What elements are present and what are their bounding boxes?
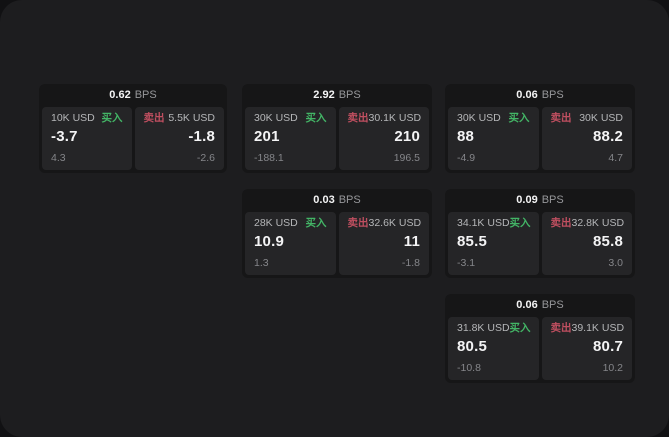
sell-change: -1.8 <box>401 256 420 269</box>
sell-amount: 30.1K USD <box>368 112 422 124</box>
buy-price: -3.7 <box>51 127 78 145</box>
spread-unit-label: BPS <box>338 194 361 206</box>
sell-price: 210 <box>394 127 420 145</box>
sell-tile[interactable]: 卖出 30K USD 88.2 4.7 <box>541 107 632 170</box>
spread-header: 0.09 BPS <box>445 189 635 212</box>
sell-tile[interactable]: 卖出 32.8K USD 85.8 3.0 <box>541 212 632 275</box>
buy-change: -188.1 <box>254 151 284 164</box>
sell-amount: 32.8K USD <box>571 217 625 229</box>
spread-header: 0.62 BPS <box>39 84 227 107</box>
buy-tile[interactable]: 10K USD 买入 -3.7 4.3 <box>42 107 132 170</box>
buy-side-label: 买入 <box>101 112 123 124</box>
sell-price: 88.2 <box>593 127 623 145</box>
sell-side-label: 卖出 <box>550 112 572 124</box>
sell-side-label: 卖出 <box>143 112 165 124</box>
sell-change: 4.7 <box>608 151 623 164</box>
buy-tile[interactable]: 30K USD 买入 201 -188.1 <box>245 107 336 170</box>
sell-amount: 39.1K USD <box>571 322 625 334</box>
sell-side-label: 卖出 <box>550 217 572 229</box>
sell-amount: 32.6K USD <box>368 217 422 229</box>
buy-side-label: 买入 <box>305 112 327 124</box>
sell-price: 11 <box>403 232 420 250</box>
sell-tile[interactable]: 卖出 5.5K USD -1.8 -2.6 <box>134 107 224 170</box>
sell-side-label: 卖出 <box>347 217 369 229</box>
buy-tile[interactable]: 31.8K USD 买入 80.5 -10.8 <box>448 317 539 380</box>
quote-card: 0.03 BPS 28K USD 买入 10.9 1.3 卖出 32.6K US… <box>242 189 432 278</box>
quote-body: 34.1K USD 买入 85.5 -3.1 卖出 32.8K USD 85.8… <box>445 212 635 278</box>
buy-side-label: 买入 <box>305 217 327 229</box>
sell-change: 196.5 <box>393 151 420 164</box>
sell-side-label: 卖出 <box>550 322 572 334</box>
spread-unit-label: BPS <box>134 89 157 101</box>
spread-header: 0.06 BPS <box>445 84 635 107</box>
buy-side-label: 买入 <box>509 217 531 229</box>
spread-value: 0.03 <box>313 194 335 206</box>
quote-body: 30K USD 买入 201 -188.1 卖出 30.1K USD 210 1… <box>242 107 432 173</box>
buy-tile[interactable]: 28K USD 买入 10.9 1.3 <box>245 212 336 275</box>
buy-amount: 30K USD <box>457 112 501 124</box>
quote-card: 2.92 BPS 30K USD 买入 201 -188.1 卖出 30.1K … <box>242 84 432 173</box>
buy-price: 85.5 <box>457 232 487 250</box>
quote-card: 0.09 BPS 34.1K USD 买入 85.5 -3.1 卖出 32.8K… <box>445 189 635 278</box>
buy-price: 201 <box>254 127 280 145</box>
buy-amount: 31.8K USD <box>457 322 510 334</box>
spread-header: 0.06 BPS <box>445 294 635 317</box>
buy-amount: 34.1K USD <box>457 217 510 229</box>
spread-value: 0.09 <box>516 194 538 206</box>
sell-tile[interactable]: 卖出 32.6K USD 11 -1.8 <box>338 212 429 275</box>
sell-tile[interactable]: 卖出 39.1K USD 80.7 10.2 <box>541 317 632 380</box>
buy-tile[interactable]: 30K USD 买入 88 -4.9 <box>448 107 539 170</box>
quote-card: 0.06 BPS 30K USD 买入 88 -4.9 卖出 30K USD 8… <box>445 84 635 173</box>
sell-change: -2.6 <box>196 151 215 164</box>
quote-card: 0.06 BPS 31.8K USD 买入 80.5 -10.8 卖出 39.1… <box>445 294 635 383</box>
buy-tile[interactable]: 34.1K USD 买入 85.5 -3.1 <box>448 212 539 275</box>
spread-value: 0.62 <box>109 89 131 101</box>
spread-header: 2.92 BPS <box>242 84 432 107</box>
sell-change: 10.2 <box>602 361 623 374</box>
sell-amount: 30K USD <box>579 112 623 124</box>
spread-unit-label: BPS <box>541 299 564 311</box>
quote-body: 28K USD 买入 10.9 1.3 卖出 32.6K USD 11 -1.8 <box>242 212 432 278</box>
spread-value: 0.06 <box>516 299 538 311</box>
buy-price: 80.5 <box>457 337 487 355</box>
buy-price: 10.9 <box>254 232 284 250</box>
buy-change: 4.3 <box>51 151 66 164</box>
buy-price: 88 <box>457 127 475 145</box>
spread-header: 0.03 BPS <box>242 189 432 212</box>
spread-unit-label: BPS <box>541 89 564 101</box>
spread-unit-label: BPS <box>338 89 361 101</box>
sell-amount: 5.5K USD <box>168 112 215 124</box>
quote-body: 30K USD 买入 88 -4.9 卖出 30K USD 88.2 4.7 <box>445 107 635 173</box>
sell-price: -1.8 <box>188 127 215 145</box>
sell-tile[interactable]: 卖出 30.1K USD 210 196.5 <box>338 107 429 170</box>
buy-amount: 30K USD <box>254 112 298 124</box>
sell-price: 85.8 <box>593 232 623 250</box>
buy-change: -4.9 <box>457 151 476 164</box>
buy-side-label: 买入 <box>509 322 531 334</box>
quote-body: 31.8K USD 买入 80.5 -10.8 卖出 39.1K USD 80.… <box>445 317 635 383</box>
spread-unit-label: BPS <box>541 194 564 206</box>
sell-change: 3.0 <box>608 256 623 269</box>
buy-change: 1.3 <box>254 256 269 269</box>
sell-side-label: 卖出 <box>347 112 369 124</box>
buy-change: -10.8 <box>457 361 481 374</box>
buy-amount: 28K USD <box>254 217 298 229</box>
buy-change: -3.1 <box>457 256 476 269</box>
quote-body: 10K USD 买入 -3.7 4.3 卖出 5.5K USD -1.8 -2.… <box>39 107 227 173</box>
sell-price: 80.7 <box>593 337 623 355</box>
spread-value: 2.92 <box>313 89 335 101</box>
spread-value: 0.06 <box>516 89 538 101</box>
buy-amount: 10K USD <box>51 112 95 124</box>
quote-card: 0.62 BPS 10K USD 买入 -3.7 4.3 卖出 5.5K USD… <box>39 84 227 173</box>
buy-side-label: 买入 <box>508 112 530 124</box>
